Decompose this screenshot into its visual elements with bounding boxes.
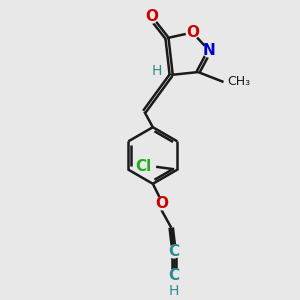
Circle shape — [155, 197, 167, 210]
Circle shape — [203, 45, 216, 57]
Text: Cl: Cl — [136, 159, 152, 174]
Text: C: C — [169, 268, 180, 283]
Text: H: H — [169, 284, 179, 298]
Text: N: N — [203, 44, 216, 59]
Circle shape — [145, 11, 158, 23]
Text: O: O — [186, 25, 199, 40]
Circle shape — [168, 269, 180, 282]
Circle shape — [168, 245, 180, 258]
Text: O: O — [155, 196, 168, 211]
Text: H: H — [152, 64, 162, 78]
Circle shape — [186, 26, 199, 39]
Text: CH₃: CH₃ — [227, 76, 250, 88]
Text: C: C — [169, 244, 180, 259]
Text: O: O — [145, 9, 158, 24]
